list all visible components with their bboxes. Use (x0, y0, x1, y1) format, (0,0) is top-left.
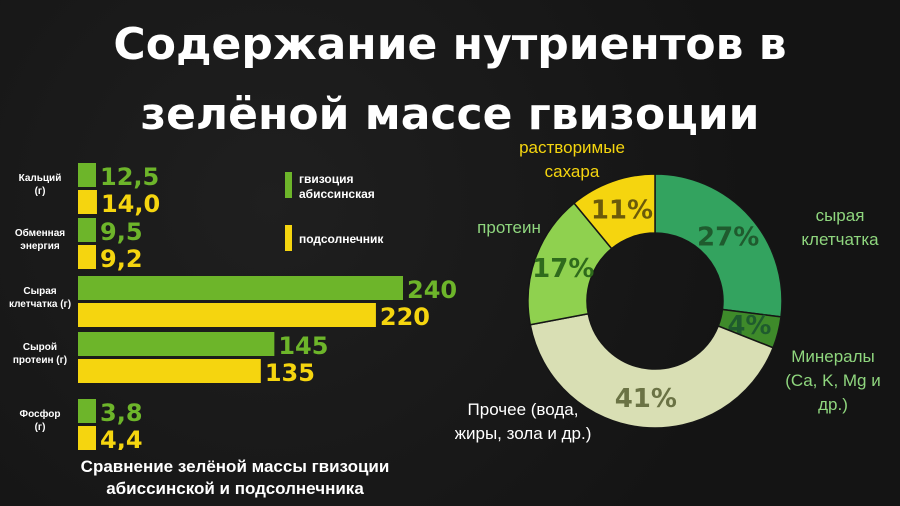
slice-name-label: сырая клетчатка (801, 206, 879, 249)
donut-slice (529, 312, 775, 429)
legend: гвизоция абиссинская подсолнечник (285, 172, 384, 251)
bar (78, 245, 96, 269)
slice-percent-label: 41% (615, 384, 677, 414)
bar (78, 359, 261, 383)
bar-value-label: 240 (407, 276, 457, 304)
category-label: Сырая клетчатка (г) (9, 286, 71, 310)
slice-name-label: растворимые сахара (519, 138, 625, 181)
bar (78, 163, 96, 187)
bar-value-label: 145 (278, 332, 328, 360)
category-label: Кальций (г) (19, 173, 62, 197)
bar (78, 399, 96, 423)
bar (78, 218, 96, 242)
chart-caption-line2: абиссинской и подсолнечника (106, 479, 364, 498)
bar (78, 303, 376, 327)
legend-label: подсолнечник (299, 232, 384, 246)
legend-label: гвизоция абиссинская (299, 172, 375, 201)
bar-value-label: 135 (265, 359, 315, 387)
bar-value-label: 220 (380, 303, 430, 331)
category-label: Сырой протеин (г) (13, 342, 67, 366)
bar (78, 426, 96, 450)
slice-percent-label: 27% (697, 223, 759, 253)
slice-name-label: Прочее (вода, жиры, зола и др.) (455, 400, 591, 443)
slice-name-label: Минералы (Ca, K, Mg и др.) (785, 347, 880, 414)
page-title: Содержание нутриентов в (113, 19, 787, 70)
bar-value-label: 9,5 (100, 218, 143, 246)
bar-value-label: 14,0 (101, 190, 160, 218)
donut-slice (572, 173, 656, 250)
page-title-line2: зелёной массе гвизоции (140, 89, 760, 140)
category-label: Фосфор (г) (20, 408, 61, 433)
donut-slice (654, 173, 783, 318)
legend-swatch (285, 225, 292, 251)
bar-chart: Кальций (г) 12,514,0 Обменная энергия 9,59,2 С… (9, 163, 457, 450)
slice-percent-label: 17% (532, 254, 594, 284)
bar-value-label: 9,2 (100, 245, 143, 273)
chart-caption: Сравнение зелёной массы гвизоции (80, 457, 390, 476)
bar (78, 332, 275, 356)
legend-swatch (285, 172, 292, 198)
bar-value-label: 12,5 (100, 163, 159, 191)
bar (78, 276, 403, 300)
bar-value-label: 4,4 (100, 426, 143, 450)
slice-name-label: протеин (477, 218, 541, 237)
category-label: Обменная энергия (15, 227, 65, 252)
bar (78, 190, 97, 214)
slice-percent-label: 11% (591, 195, 653, 225)
bar-value-label: 3,8 (100, 399, 143, 427)
